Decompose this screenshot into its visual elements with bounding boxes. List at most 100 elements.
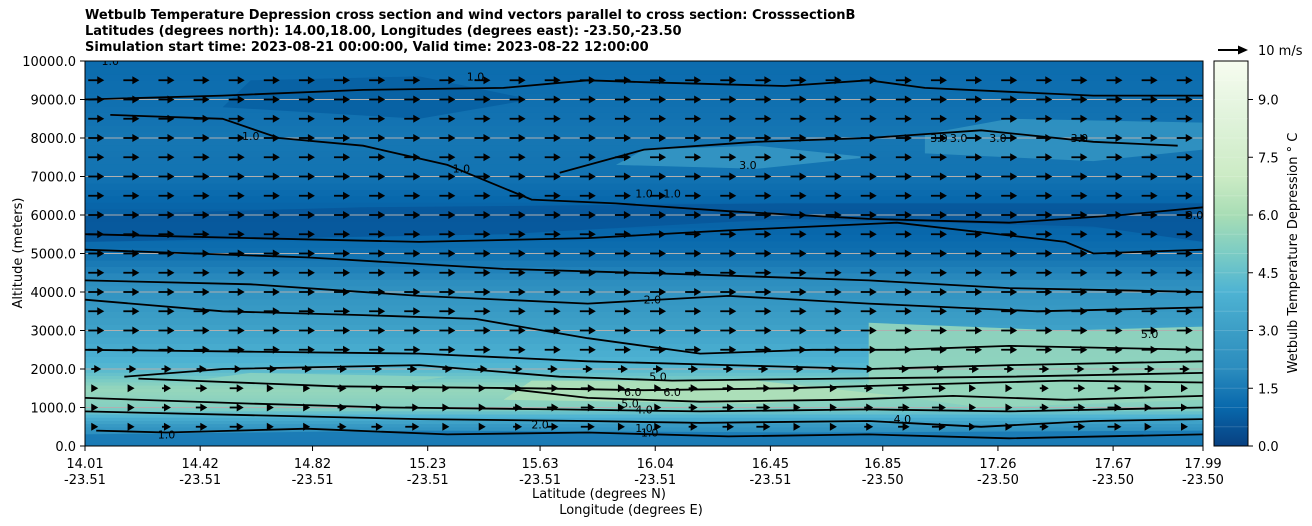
wind-vector-head [378, 230, 386, 239]
wind-vector-head [200, 384, 208, 393]
wind-vector-head [266, 384, 274, 393]
wind-vector-head [975, 191, 983, 200]
wind-vector-head [904, 345, 912, 354]
wind-vector-head [587, 422, 595, 431]
wind-vector-head [378, 76, 386, 85]
wind-vector-head [272, 288, 280, 296]
depression-band [85, 417, 1203, 421]
wind-vector-head [938, 403, 946, 412]
x-tick-label-lon: -23.51 [292, 473, 334, 488]
wind-vector-head [975, 268, 983, 277]
wind-vector-head [694, 288, 702, 296]
wind-vector-head [869, 288, 877, 296]
wind-vector-head [413, 307, 421, 316]
wind-vector-head [659, 326, 667, 335]
y-tick-label: 7000.0 [31, 171, 77, 186]
colorbar-tick-label: 6.0 [1258, 209, 1279, 224]
wind-vector-head [1150, 345, 1158, 354]
wind-vector-head [1078, 384, 1086, 393]
depression-band [85, 138, 1203, 146]
wind-vector-head [939, 114, 947, 123]
wind-vector-head [167, 95, 175, 104]
wind-vector-head [623, 268, 631, 277]
wind-vector-head [588, 95, 596, 104]
wind-vector-head [1185, 345, 1193, 354]
x-tick-label-lon: -23.51 [64, 473, 106, 488]
wind-vector-head [1042, 365, 1050, 373]
x-tick-label-lat: 16.85 [864, 457, 901, 472]
wind-vector-head [127, 403, 135, 412]
wind-vector-head [799, 345, 807, 354]
wind-vector-head [167, 134, 175, 142]
wind-vector-head [690, 403, 698, 412]
contour-line [85, 397, 1203, 413]
wind-vector-head [659, 288, 667, 296]
wind-vector-head [869, 211, 877, 219]
wind-vector-head [378, 211, 386, 219]
wind-vector-head [1005, 403, 1013, 412]
wind-vector-head [551, 384, 559, 393]
wind-vector-head [939, 134, 947, 142]
x-tick-label-lat: 14.42 [182, 457, 219, 472]
x-tick-label-lat: 14.82 [294, 457, 331, 472]
wind-vector-head [303, 384, 311, 393]
wind-vector-head [659, 249, 667, 258]
x-tick-label-lon: -23.50 [977, 473, 1019, 488]
wind-vector-head [200, 403, 208, 412]
wind-vector-head [448, 249, 456, 258]
y-tick-label: 5000.0 [31, 248, 77, 263]
wind-vector-head [764, 268, 772, 277]
wind-vector-head [202, 153, 210, 162]
wind-vector-head [91, 403, 99, 412]
depression-band [85, 112, 1203, 120]
wind-vector-head [659, 268, 667, 277]
depression-band [85, 372, 1203, 377]
depression-band [85, 80, 1203, 88]
wind-vector-head [483, 76, 491, 85]
wind-vector-head [272, 114, 280, 123]
quiver-key-arrowhead-icon [1238, 45, 1248, 55]
wind-vector-head [659, 307, 667, 316]
wind-vector-head [1005, 384, 1013, 393]
wind-vector-head [269, 365, 277, 373]
wind-vector-head [691, 365, 699, 373]
wind-vector-head [272, 345, 280, 354]
wind-vector-head [975, 345, 983, 354]
wind-vector-head [202, 134, 210, 142]
wind-vector-head [1080, 307, 1088, 316]
depression-band [85, 317, 1203, 325]
wind-vector-head [1115, 211, 1123, 219]
wind-vector-head [91, 384, 99, 393]
wind-vector-head [1114, 422, 1122, 431]
wind-vector-head [202, 95, 210, 104]
depression-band [85, 401, 1203, 405]
wind-vector-head [132, 76, 140, 85]
contour-label: 3.0 [1186, 209, 1204, 222]
contour-label: 1.0 [641, 426, 659, 439]
wind-vector-head [97, 153, 105, 162]
wind-vector-head [729, 172, 737, 181]
depression-patch [85, 203, 1203, 242]
wind-vector-head [483, 153, 491, 162]
wind-vector-head [483, 230, 491, 239]
wind-vector-head [202, 172, 210, 181]
wind-vector-head [343, 268, 351, 277]
wind-vector-head [975, 326, 983, 335]
wind-vector-head [1010, 95, 1018, 104]
wind-vector-head [834, 249, 842, 258]
wind-vector-head [343, 134, 351, 142]
wind-vector-head [378, 153, 386, 162]
wind-vector-head [518, 114, 526, 123]
depression-band [85, 189, 1203, 197]
wind-vector-head [588, 172, 596, 181]
wind-vector-head [480, 365, 488, 373]
wind-vector-head [483, 345, 491, 354]
x-axis-label-longitude: Longitude (degrees E) [559, 503, 703, 518]
wind-vector-head [1045, 307, 1053, 316]
wind-vector-head [799, 191, 807, 200]
x-tick-label-lat: 17.67 [1095, 457, 1132, 472]
wind-vector-head [378, 288, 386, 296]
wind-vector-head [97, 307, 105, 316]
wind-vector-head [343, 76, 351, 85]
wind-vector-head [588, 153, 596, 162]
